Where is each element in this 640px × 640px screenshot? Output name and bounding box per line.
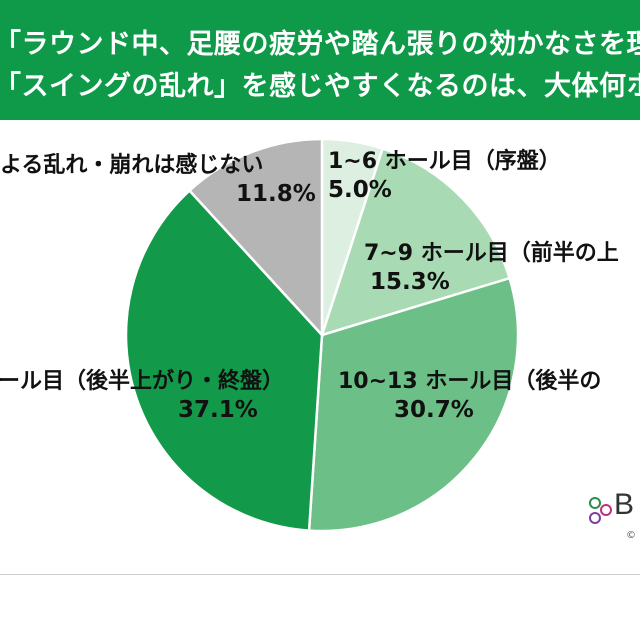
chart-title-banner: 「ラウンド中、足腰の疲労や踏ん張りの効かなさを理由に、「スイングの乱れ」を 「ス… (0, 0, 640, 120)
brand-logo-icon (589, 497, 612, 524)
brand-logo-text: B (614, 488, 635, 521)
slice-label-holes-1-6: 1~6 ホール目（序盤） 5.0% (328, 148, 561, 204)
slice-label-no-disruption: よる乱れ・崩れは感じない 11.8% (0, 152, 316, 208)
slice-label-holes-14-18: ール目（後半上がり・終盤） 37.1% (0, 368, 284, 424)
slice-percent: 11.8% (236, 181, 316, 207)
pie-slice-1 (320, 147, 512, 337)
title-line-1: 「ラウンド中、足腰の疲労や踏ん張りの効かなさを理由に、「スイングの乱れ」を (0, 29, 640, 60)
pie-slice-3 (124, 188, 324, 532)
slice-name: 7~9 ホール目（前半の上 (364, 241, 619, 266)
slice-percent: 5.0% (328, 177, 392, 203)
title-line-2: 「スイングの乱れ」を感じやすくなるのは、大体何ホール目くらいからですか (0, 71, 640, 102)
slice-percent: 30.7% (394, 397, 474, 423)
pie-slice-4 (187, 137, 324, 339)
pie-slice-2 (307, 276, 520, 533)
slice-label-holes-10-13: 10~13 ホール目（後半の 30.7% (338, 368, 601, 424)
slice-name: 10~13 ホール目（後半の (338, 369, 602, 394)
slice-name: よる乱れ・崩れは感じない (0, 153, 264, 178)
slice-percent: 37.1% (178, 397, 258, 423)
slice-name: 1~6 ホール目（序盤） (328, 149, 561, 174)
slice-name: ール目（後半上がり・終盤） (0, 369, 285, 394)
pie-chart (124, 137, 520, 533)
slice-percent: 15.3% (370, 269, 450, 295)
footer-divider (0, 574, 640, 575)
slice-label-holes-7-9: 7~9 ホール目（前半の上 15.3% (364, 240, 619, 296)
copyright-mark: © (626, 530, 636, 541)
